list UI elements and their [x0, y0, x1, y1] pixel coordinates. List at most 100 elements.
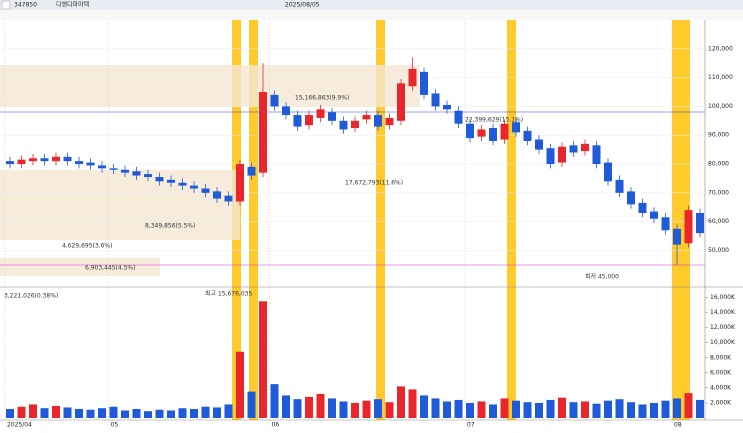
candle-body — [512, 122, 520, 133]
y-tick-label: 80,000 — [708, 161, 729, 168]
volume-bar — [512, 400, 520, 418]
volume-bar — [305, 396, 313, 418]
volume-bar — [454, 399, 463, 418]
candle-body — [270, 94, 279, 107]
volume-bar — [500, 398, 509, 418]
highlight-column — [376, 20, 385, 420]
candle-body — [489, 128, 497, 141]
y2-tick-label: 10,000K — [710, 339, 736, 346]
volume-bar — [489, 404, 497, 418]
highlight-column — [672, 20, 690, 420]
stock-code: 347850 — [14, 2, 37, 9]
volume-bar — [75, 408, 83, 418]
candle-body — [316, 109, 325, 118]
y2-tick-label: 8,000K — [710, 354, 732, 361]
volume-bar — [420, 395, 428, 418]
x-tick-label: 08 — [674, 422, 682, 429]
annotation: 17,672,793(11.6%) — [345, 180, 403, 187]
candle-body — [638, 202, 647, 213]
volume-bar — [477, 401, 486, 418]
candle-body — [282, 106, 290, 116]
volume-bar — [6, 408, 14, 418]
candle-body — [466, 123, 474, 139]
volume-bar — [374, 399, 382, 418]
candle-body — [523, 130, 532, 141]
volume-bar — [696, 399, 704, 418]
volume-bar — [201, 406, 210, 418]
candle-body — [454, 110, 463, 124]
candle-body — [500, 123, 509, 140]
volume-bar — [270, 384, 279, 418]
volume-bar — [604, 400, 612, 418]
menu-button[interactable] — [1, 0, 11, 10]
volume-bar — [98, 408, 106, 418]
volume-bar — [339, 401, 348, 418]
volume-bar — [397, 386, 405, 418]
volume-bar — [121, 410, 129, 418]
candle-body — [213, 191, 221, 199]
candle-body — [247, 166, 256, 176]
candle-body — [29, 158, 37, 162]
candle-body — [592, 145, 601, 165]
volume-bar — [328, 398, 336, 418]
volume-bar — [385, 402, 394, 418]
candle-body — [259, 92, 267, 173]
candle-body — [109, 168, 118, 170]
x-tick-label: 07 — [467, 422, 475, 429]
indicator-bar — [0, 10, 743, 20]
candle-body — [684, 210, 693, 244]
candle-body — [236, 164, 244, 202]
candle-body — [351, 120, 359, 129]
y-tick-label: 50,000 — [708, 247, 729, 254]
volume-bar — [155, 409, 164, 418]
volume-bar — [408, 389, 417, 418]
candle-body — [6, 161, 14, 165]
candle-body — [627, 191, 635, 205]
candle-body — [535, 139, 543, 150]
y2-tick-label: 14,000K — [710, 309, 736, 316]
candle-body — [98, 165, 106, 169]
candle-body — [581, 143, 589, 152]
highlight-column — [249, 20, 258, 420]
y-tick-label: 120,000 — [708, 45, 733, 52]
volume-bar — [86, 409, 95, 418]
highlight-column — [507, 20, 516, 420]
volume-bar — [236, 351, 244, 418]
candle-body — [178, 182, 187, 186]
volume-bar — [17, 406, 26, 418]
volume-bar — [546, 399, 555, 418]
annotation: 4,629,695(3.6%) — [62, 243, 112, 250]
volume-bar — [293, 399, 302, 418]
volume-bar — [431, 398, 440, 418]
annotation: 22,399,629(15.1%) — [465, 117, 523, 124]
candle-body — [420, 71, 428, 95]
candle-body — [328, 112, 336, 121]
candle-body — [661, 217, 670, 231]
volume-bar — [673, 398, 681, 418]
x-tick-label: 05 — [111, 422, 119, 429]
candle-body — [558, 146, 566, 163]
candle-body — [696, 212, 704, 234]
annotation: 최저 45,000 — [585, 273, 619, 281]
candle-body — [673, 228, 681, 245]
volume-bar — [167, 410, 175, 418]
volume-bar — [40, 408, 49, 418]
volume-bar — [259, 301, 267, 418]
annotation-boxes — [0, 65, 420, 276]
volume-bar — [466, 402, 474, 418]
candle-body — [52, 156, 60, 162]
volume-bar — [247, 391, 256, 418]
volume-bar — [178, 408, 187, 418]
candle-body — [362, 115, 371, 120]
x-tick-label: 2025/04 — [7, 422, 32, 429]
candle-body — [477, 129, 486, 137]
candle-body — [397, 83, 405, 121]
annotation: 최고 15,676,035 — [205, 290, 252, 298]
date: 2025/08/05 — [285, 2, 320, 9]
volume-bar — [282, 395, 290, 418]
y-tick-label: 110,000 — [708, 74, 733, 81]
volume-bar — [523, 402, 532, 418]
candle-body — [431, 93, 440, 107]
candle-body — [408, 68, 417, 87]
candle-body — [385, 117, 394, 126]
